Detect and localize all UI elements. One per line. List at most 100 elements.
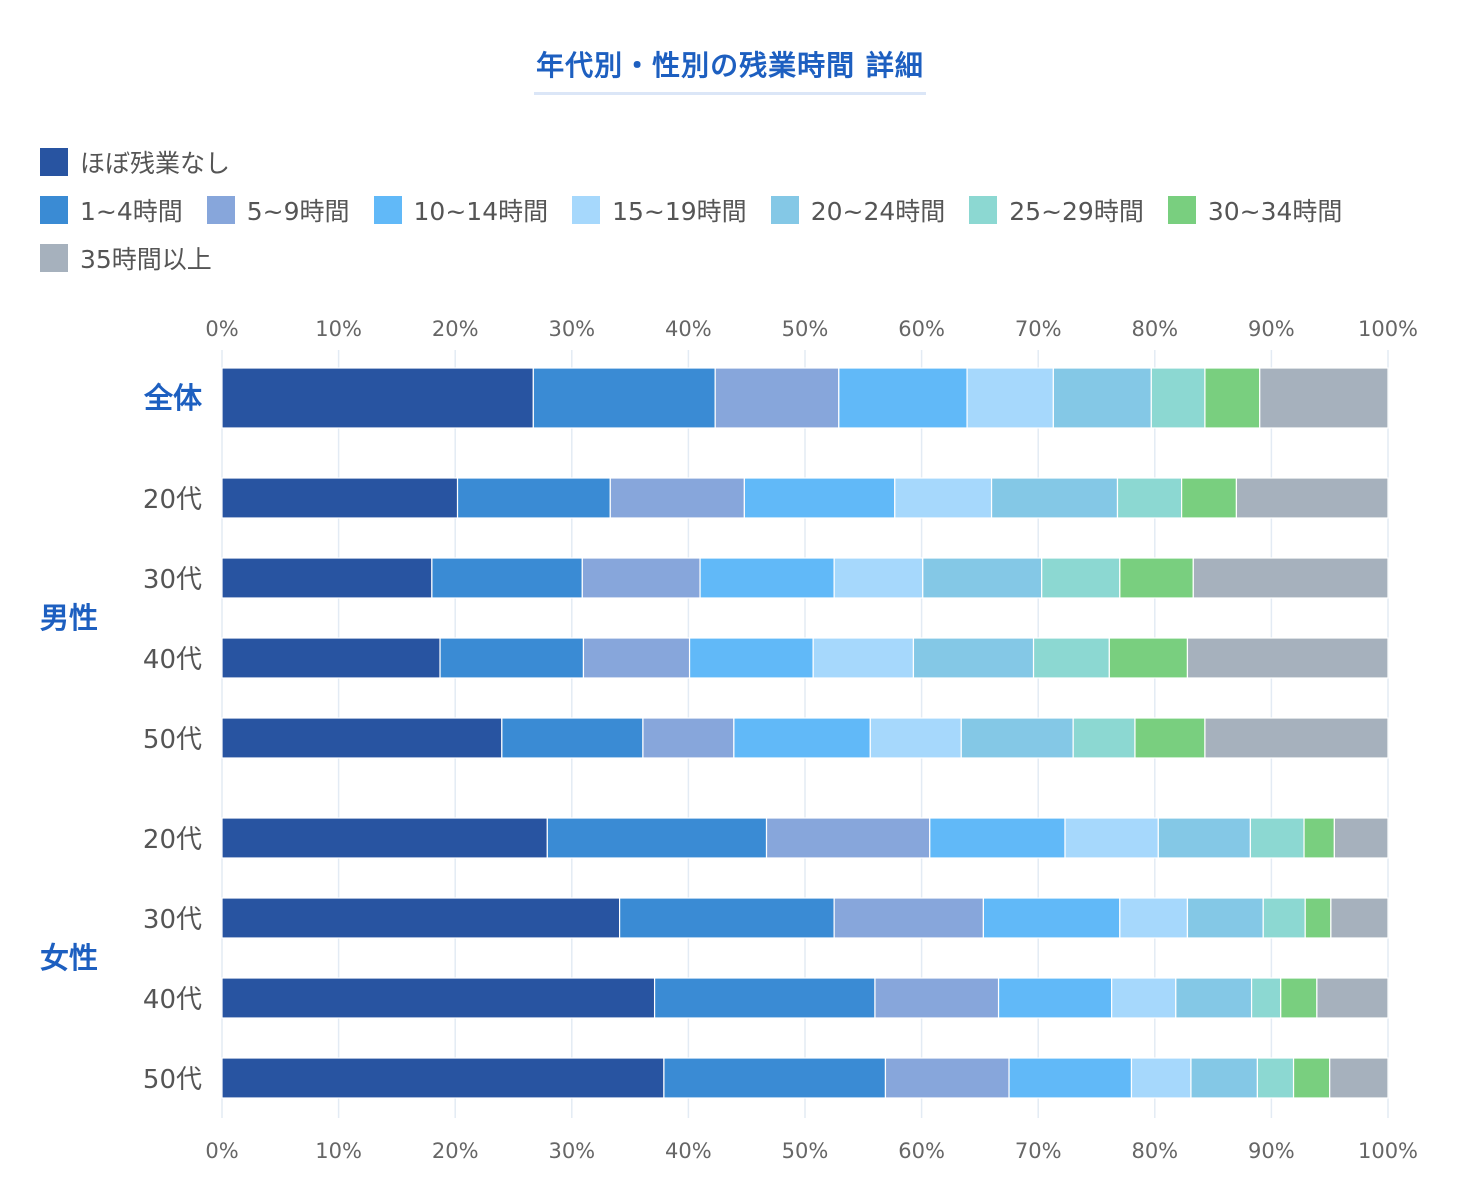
bar-segment xyxy=(990,477,1119,519)
bar-segment xyxy=(642,717,735,759)
bar-segment xyxy=(1064,817,1159,859)
bar-segment xyxy=(501,717,644,759)
bar-segment xyxy=(663,1057,887,1099)
legend-swatch xyxy=(969,196,998,224)
bar-segment xyxy=(1304,897,1332,939)
legend-swatch xyxy=(40,196,68,224)
x-tick-label-bottom: 10% xyxy=(315,1139,362,1163)
bar-segment xyxy=(1116,477,1183,519)
legend-item: 25~29時間 xyxy=(969,192,1144,228)
x-tick-label-top: 90% xyxy=(1248,317,1295,341)
bar-segment xyxy=(1032,637,1110,679)
bar-segment xyxy=(1259,367,1389,429)
bar-segment xyxy=(833,897,984,939)
legend-item: 35時間以上 xyxy=(40,240,212,276)
bar-segment xyxy=(1292,1057,1331,1099)
row-label: 30代 xyxy=(143,905,202,935)
legend-label: 10~14時間 xyxy=(413,197,549,226)
bar-segment xyxy=(812,637,915,679)
legend-row: 1~4時間 5~9時間 10~14時間 15~19時間 20~24時間 25~29時間 30… xyxy=(40,186,1440,234)
legend-label: ほぼ残業なし xyxy=(80,149,231,178)
bar-segment xyxy=(743,477,896,519)
x-tick-label-top: 60% xyxy=(898,317,945,341)
bar-segment xyxy=(912,637,1035,679)
bar-segment xyxy=(1303,817,1335,859)
row-label: 20代 xyxy=(143,825,202,855)
bar-segment xyxy=(966,367,1054,429)
row-label: 全体 xyxy=(143,381,203,415)
bar-segment xyxy=(456,477,611,519)
bar-segment xyxy=(221,817,548,859)
bar-segment xyxy=(960,717,1074,759)
row-label: 40代 xyxy=(143,985,202,1015)
chart-title-wrap: 年代別・性別の残業時間 詳細 xyxy=(0,44,1460,95)
x-tick-label-bottom: 70% xyxy=(1015,1139,1062,1163)
x-tick-label-top: 100% xyxy=(1358,317,1418,341)
bar-segment xyxy=(1280,977,1318,1019)
bar-segment xyxy=(221,367,534,429)
legend: ほぼ残業なし 1~4時間 5~9時間 10~14時間 15~19時間 20~24時間 25… xyxy=(40,138,1440,282)
bar-segment xyxy=(869,717,962,759)
bar-segment xyxy=(1119,897,1189,939)
legend-item: 15~19時間 xyxy=(572,192,747,228)
bar-segment xyxy=(1262,897,1306,939)
bar-segment xyxy=(714,367,840,429)
bar-segment xyxy=(532,367,716,429)
bar-segment xyxy=(1130,1057,1192,1099)
bar-segment xyxy=(1316,977,1389,1019)
bar-segment xyxy=(699,557,835,599)
x-tick-label-top: 70% xyxy=(1015,317,1062,341)
bar-segment xyxy=(1041,557,1121,599)
legend-label: 5~9時間 xyxy=(246,197,350,226)
bar-segment xyxy=(431,557,583,599)
bar-segment xyxy=(1204,717,1389,759)
group-label: 女性 xyxy=(40,941,98,975)
bar-segment xyxy=(1181,477,1238,519)
legend-item: 20~24時間 xyxy=(770,192,946,228)
bar-segment xyxy=(922,557,1043,599)
bar-segment xyxy=(1186,637,1389,679)
x-tick-label-bottom: 20% xyxy=(432,1139,479,1163)
legend-row: 35時間以上 xyxy=(40,234,1440,282)
bar-segment xyxy=(733,717,871,759)
bar-segment xyxy=(833,557,924,599)
legend-swatch xyxy=(373,196,402,224)
bar-segment xyxy=(439,637,585,679)
legend-label: 20~24時間 xyxy=(810,197,946,226)
x-tick-label-bottom: 100% xyxy=(1358,1139,1418,1163)
legend-item: ほぼ残業なし xyxy=(40,144,230,180)
bar-segment xyxy=(838,367,968,429)
bar-segment xyxy=(765,817,931,859)
bar-segment xyxy=(929,817,1066,859)
row-label: 20代 xyxy=(143,485,202,515)
x-tick-label-bottom: 90% xyxy=(1248,1139,1295,1163)
bar-segment xyxy=(1175,977,1253,1019)
bar-segment xyxy=(1256,1057,1295,1099)
x-tick-label-bottom: 40% xyxy=(665,1139,712,1163)
legend-item: 1~4時間 xyxy=(40,192,183,228)
bar-segment xyxy=(688,637,814,679)
bar-segment xyxy=(1008,1057,1133,1099)
bar-segment xyxy=(221,977,656,1019)
row-label: 50代 xyxy=(143,725,202,755)
legend-label: 30~34時間 xyxy=(1207,197,1343,226)
bar-segment xyxy=(619,897,835,939)
x-tick-label-top: 0% xyxy=(205,317,238,341)
bar-segment xyxy=(582,637,691,679)
bar-segment xyxy=(1192,557,1389,599)
x-tick-label-top: 50% xyxy=(782,317,829,341)
x-tick-label-bottom: 0% xyxy=(205,1139,238,1163)
group-label: 男性 xyxy=(40,601,98,635)
legend-swatch xyxy=(1167,196,1196,224)
bar-segment xyxy=(1235,477,1389,519)
bar-segment xyxy=(546,817,768,859)
x-tick-label-bottom: 30% xyxy=(548,1139,595,1163)
bar-segment xyxy=(874,977,1000,1019)
legend-label: 35時間以上 xyxy=(80,245,212,274)
x-tick-label-bottom: 80% xyxy=(1131,1139,1178,1163)
legend-label: 25~29時間 xyxy=(1009,197,1144,226)
legend-swatch xyxy=(40,244,68,272)
legend-item: 10~14時間 xyxy=(373,192,549,228)
bar-segment xyxy=(1108,637,1189,679)
legend-swatch xyxy=(206,196,235,224)
